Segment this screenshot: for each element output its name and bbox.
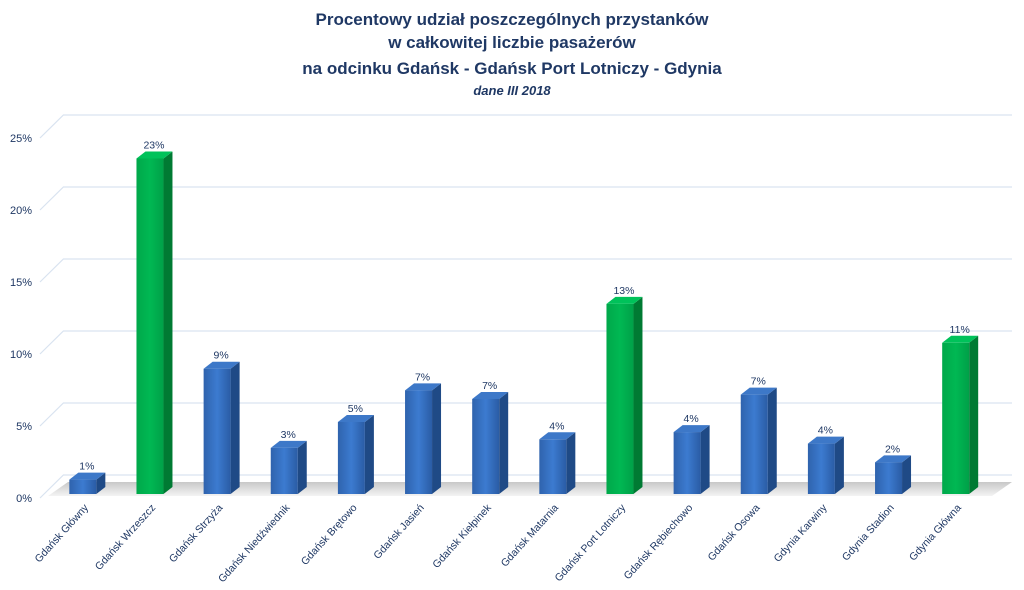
x-tick-label: Gdynia Stadion (840, 502, 897, 564)
x-tick-label: Gdańsk Jasień (371, 502, 426, 562)
bar-top (136, 151, 173, 159)
y-tick-label: 25% (10, 133, 32, 145)
chart-title-line-1: Procentowy udział poszczególnych przysta… (315, 10, 709, 29)
data-label: 4% (684, 413, 699, 425)
bar-top (875, 455, 912, 463)
data-label: 5% (348, 403, 363, 415)
gridline (39, 330, 1012, 355)
x-tick-label: Gdańsk Kiełpinek (430, 501, 494, 570)
bar-side (297, 440, 307, 494)
x-tick-label: Gdynia Karwiny (772, 501, 831, 564)
data-label: 13% (613, 285, 634, 297)
bar-side (364, 415, 374, 494)
chart-floor (48, 482, 1012, 496)
data-label: 9% (214, 350, 229, 362)
data-label: 4% (549, 420, 564, 432)
bar-top (807, 436, 844, 444)
bar (807, 443, 835, 494)
chart-title-line-3: na odcinku Gdańsk - Gdańsk Port Lotniczy… (302, 59, 722, 78)
bar (136, 158, 164, 495)
y-tick-label: 0% (16, 493, 32, 505)
gridline (39, 402, 1012, 427)
bar-side (230, 361, 240, 494)
data-label: 2% (885, 443, 900, 455)
bar-side (969, 335, 979, 494)
bar-side (834, 436, 844, 494)
bar (405, 390, 433, 494)
bar (875, 462, 903, 494)
x-tick-label: Gdańsk Brętowo (299, 502, 360, 568)
x-tick-label: Gdańsk Główny (33, 501, 92, 565)
bar-top (69, 472, 106, 480)
bar-side (700, 425, 710, 494)
bar-top (270, 440, 307, 448)
bar (740, 394, 768, 494)
bar-top (539, 432, 576, 440)
bar (69, 479, 97, 494)
bar-side (767, 387, 777, 494)
bar-top (606, 296, 643, 304)
bar (337, 422, 365, 494)
bar-side (163, 151, 173, 495)
data-label: 3% (281, 429, 296, 441)
y-tick-label: 5% (16, 421, 32, 433)
data-label: 11% (950, 324, 970, 336)
bar-top (942, 335, 979, 343)
bar-top (740, 387, 777, 395)
gridline (39, 186, 1012, 211)
bar-side (902, 455, 912, 494)
data-label: 23% (143, 139, 164, 151)
bar (203, 368, 231, 494)
bar (472, 398, 500, 494)
y-tick-label: 15% (10, 277, 32, 289)
chart-title-line-2: w całkowitej liczbie pasażerów (388, 33, 636, 52)
data-label: 1% (79, 461, 94, 473)
gridline (39, 114, 1012, 139)
bar-side (633, 296, 643, 494)
bar (606, 303, 634, 494)
x-tick-label: Gdańsk Niedźwiednik (216, 501, 293, 585)
bar (270, 447, 298, 494)
x-tick-label: Gdańsk Strzyża (167, 502, 226, 565)
x-tick-label: Gdańsk Rębiechowo (622, 502, 696, 582)
bar-top (405, 383, 442, 391)
data-label: 7% (415, 371, 430, 383)
gridline (39, 258, 1012, 283)
bar-side (566, 432, 576, 494)
bar-side (499, 391, 509, 494)
y-tick-label: 10% (10, 349, 32, 361)
bar-top (337, 415, 374, 422)
y-tick-label: 20% (10, 205, 32, 217)
bar (942, 342, 970, 494)
data-label: 7% (751, 376, 766, 388)
x-tick-label: Gdańsk Wrzeszcz (93, 502, 158, 573)
x-tick-label: Gdańsk Matarnia (499, 502, 562, 570)
bar-top (472, 391, 509, 399)
x-tick-label: Gdynia Główna (907, 502, 964, 563)
bar (673, 432, 701, 494)
bar-top (203, 361, 240, 369)
chart-subtitle: dane III 2018 (473, 83, 551, 98)
x-tick-label: Gdańsk Port Lotniczy (553, 501, 629, 584)
bar-side (96, 472, 106, 494)
x-tick-label: Gdańsk Osowa (706, 502, 763, 563)
bar (539, 439, 567, 494)
data-label: 4% (818, 425, 833, 437)
bar-top (673, 425, 710, 433)
bar-side (432, 383, 442, 494)
data-label: 7% (482, 380, 497, 392)
